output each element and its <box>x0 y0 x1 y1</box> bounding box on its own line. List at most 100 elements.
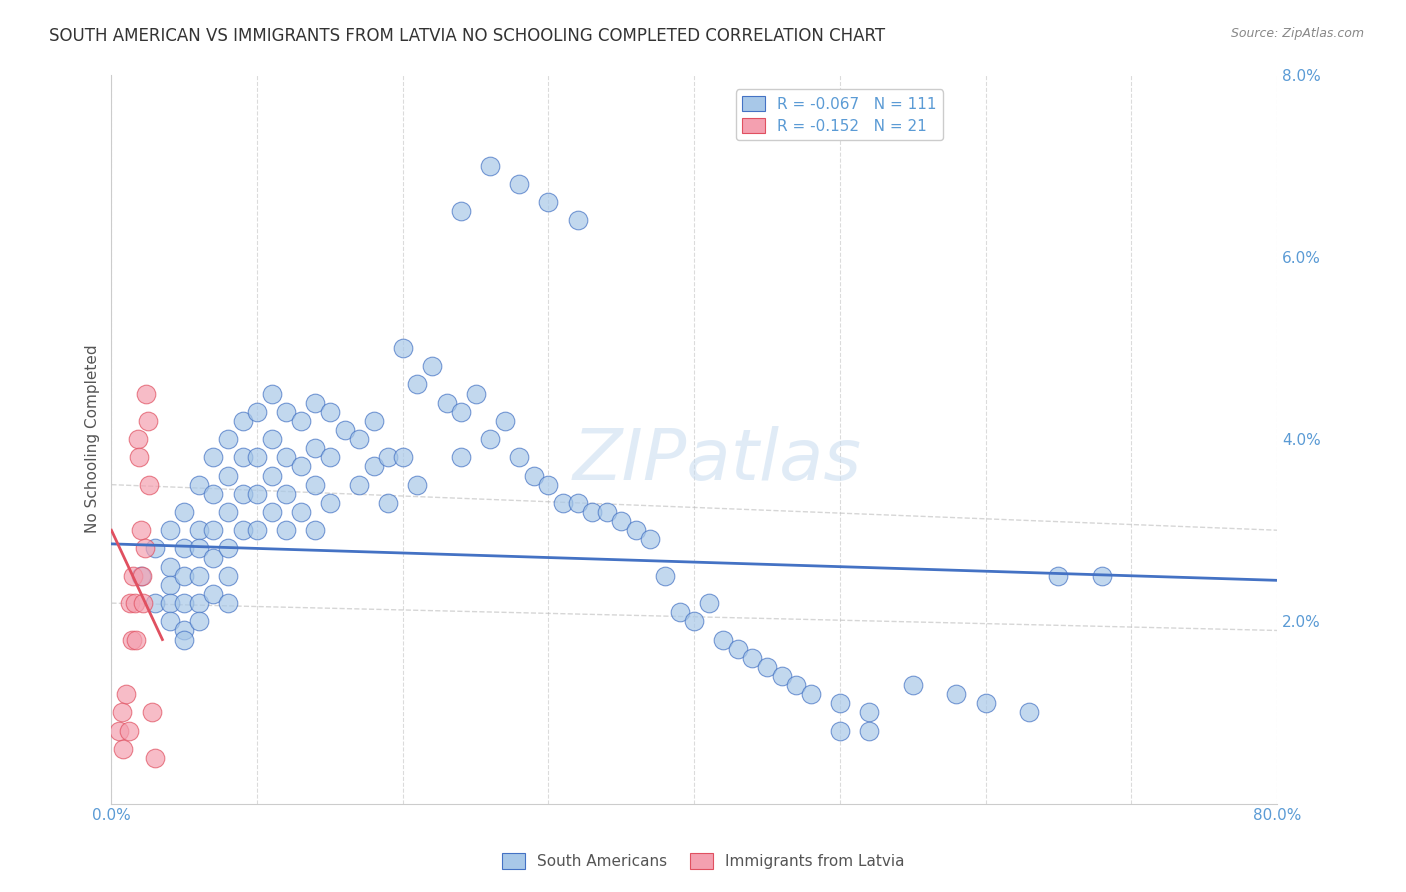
Point <box>187 523 209 537</box>
Point <box>800 687 823 701</box>
Point <box>567 213 589 227</box>
Point <box>319 450 342 465</box>
Point <box>276 405 298 419</box>
Point <box>974 697 997 711</box>
Point <box>741 650 763 665</box>
Point <box>276 523 298 537</box>
Point <box>217 568 239 582</box>
Point <box>901 678 924 692</box>
Point <box>135 386 157 401</box>
Point <box>276 487 298 501</box>
Point <box>406 377 429 392</box>
Point <box>173 596 195 610</box>
Point <box>347 432 370 446</box>
Legend: R = -0.067   N = 111, R = -0.152   N = 21: R = -0.067 N = 111, R = -0.152 N = 21 <box>737 89 943 140</box>
Point <box>406 477 429 491</box>
Point <box>217 505 239 519</box>
Point <box>134 541 156 556</box>
Point <box>450 450 472 465</box>
Point <box>436 395 458 409</box>
Point <box>624 523 647 537</box>
Point <box>420 359 443 373</box>
Point <box>246 405 269 419</box>
Point <box>187 541 209 556</box>
Point <box>187 596 209 610</box>
Point <box>217 432 239 446</box>
Point <box>202 450 225 465</box>
Point <box>828 697 851 711</box>
Point <box>202 587 225 601</box>
Point <box>450 204 472 219</box>
Point <box>858 723 880 738</box>
Point <box>785 678 807 692</box>
Point <box>159 615 181 629</box>
Point <box>159 596 181 610</box>
Point <box>508 177 530 191</box>
Point <box>596 505 619 519</box>
Point <box>141 706 163 720</box>
Point <box>232 487 254 501</box>
Point <box>640 533 662 547</box>
Point <box>567 496 589 510</box>
Point <box>377 496 399 510</box>
Point <box>363 414 385 428</box>
Point <box>770 669 793 683</box>
Point <box>159 578 181 592</box>
Point <box>551 496 574 510</box>
Point <box>232 523 254 537</box>
Point <box>479 432 502 446</box>
Point <box>121 632 143 647</box>
Point <box>523 468 546 483</box>
Point <box>173 568 195 582</box>
Point <box>260 432 283 446</box>
Point <box>127 432 149 446</box>
Point <box>828 723 851 738</box>
Point <box>122 568 145 582</box>
Point <box>202 487 225 501</box>
Point <box>363 459 385 474</box>
Point <box>217 596 239 610</box>
Point <box>508 450 530 465</box>
Point <box>131 568 153 582</box>
Point <box>118 723 141 738</box>
Point <box>136 414 159 428</box>
Point <box>202 523 225 537</box>
Point <box>187 568 209 582</box>
Point <box>202 550 225 565</box>
Point <box>494 414 516 428</box>
Point <box>537 477 560 491</box>
Point <box>610 514 633 528</box>
Point <box>124 596 146 610</box>
Point <box>232 450 254 465</box>
Point <box>450 405 472 419</box>
Point <box>290 459 312 474</box>
Point <box>115 687 138 701</box>
Point <box>260 505 283 519</box>
Point <box>217 468 239 483</box>
Point <box>290 505 312 519</box>
Point <box>138 477 160 491</box>
Point <box>537 195 560 210</box>
Point <box>128 450 150 465</box>
Point <box>304 395 326 409</box>
Point <box>727 641 749 656</box>
Point <box>304 477 326 491</box>
Point <box>110 706 132 720</box>
Point <box>668 605 690 619</box>
Point <box>246 450 269 465</box>
Point <box>347 477 370 491</box>
Point <box>756 660 779 674</box>
Point <box>581 505 603 519</box>
Point <box>143 751 166 765</box>
Point <box>187 615 209 629</box>
Point <box>143 596 166 610</box>
Point <box>260 386 283 401</box>
Point <box>319 405 342 419</box>
Point <box>125 632 148 647</box>
Point <box>945 687 967 701</box>
Point <box>304 441 326 455</box>
Point <box>129 523 152 537</box>
Point <box>173 505 195 519</box>
Point <box>1091 568 1114 582</box>
Point <box>132 596 155 610</box>
